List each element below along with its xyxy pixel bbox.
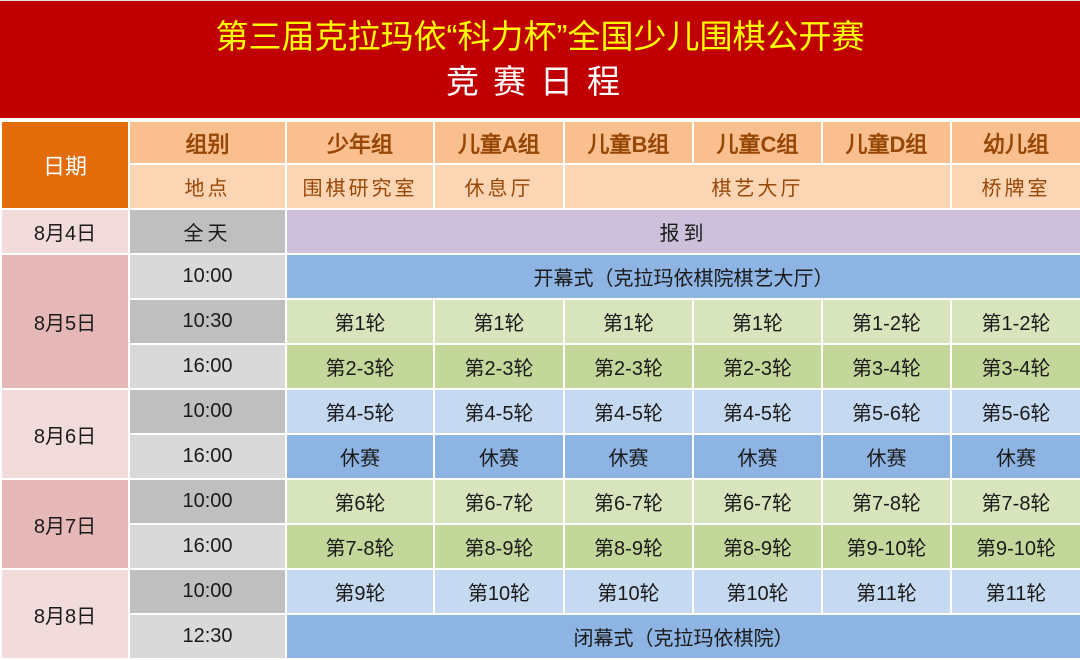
group-header: 少年组 <box>285 120 435 165</box>
event-cell: 第2-3轮 <box>285 343 435 390</box>
location-label: 地点 <box>128 163 287 210</box>
time-cell: 12:30 <box>128 613 287 660</box>
event-cell: 休赛 <box>433 433 565 480</box>
location-header: 休息厅 <box>433 163 565 210</box>
location-header: 围棋研究室 <box>285 163 435 210</box>
group-header: 儿童D组 <box>821 120 952 165</box>
group-header: 儿童A组 <box>433 120 565 165</box>
event-cell: 第7-8轮 <box>821 478 952 525</box>
time-cell: 10:00 <box>128 568 287 615</box>
event-cell: 第2-3轮 <box>563 343 694 390</box>
schedule-row: 16:00 第7-8轮 第8-9轮 第8-9轮 第8-9轮 第9-10轮 第9-10轮 <box>1 523 1080 570</box>
schedule-table: 日期 组别 少年组 儿童A组 儿童B组 儿童C组 儿童D组 幼儿组 地点 围棋研究室 休息厅… <box>0 120 1080 660</box>
event-cell: 第2-3轮 <box>692 343 823 390</box>
schedule-row: 8月6日 10:00 第4-5轮 第4-5轮 第4-5轮 第4-5轮 第5-6轮 第5-6轮 <box>0 388 1080 480</box>
event-cell: 第9轮 <box>285 568 435 615</box>
event-cell: 第6-7轮 <box>692 478 823 525</box>
event-cell: 第1轮 <box>692 298 823 345</box>
group-header: 儿童C组 <box>692 120 823 165</box>
event-cell: 休赛 <box>285 433 435 480</box>
group-header-row: 日期 组别 少年组 儿童A组 儿童B组 儿童C组 儿童D组 幼儿组 <box>0 120 1080 210</box>
event-cell: 第10轮 <box>433 568 565 615</box>
schedule-row: 8月8日 10:00 第9轮 第10轮 第10轮 第10轮 第11轮 第11轮 <box>0 568 1080 660</box>
event-cell: 第4-5轮 <box>285 388 435 435</box>
event-cell: 第9-10轮 <box>821 523 952 570</box>
time-cell: 16:00 <box>128 523 287 570</box>
event-cell: 第10轮 <box>563 568 694 615</box>
time-cell: 全天 <box>128 208 287 255</box>
event-cell: 第3-4轮 <box>950 343 1080 390</box>
event-cell: 第6-7轮 <box>433 478 565 525</box>
time-cell: 10:00 <box>128 478 287 525</box>
schedule-row: 8月4日 全天 报到 <box>0 208 1080 255</box>
date-cell: 8月5日 <box>0 253 130 390</box>
event-cell: 报到 <box>285 208 1080 255</box>
date-header: 日期 <box>0 120 130 210</box>
date-cell: 8月4日 <box>0 208 130 255</box>
event-cell: 第6轮 <box>285 478 435 525</box>
event-cell: 休赛 <box>692 433 823 480</box>
event-cell: 第1轮 <box>285 298 435 345</box>
event-cell: 第4-5轮 <box>692 388 823 435</box>
event-cell: 第8-9轮 <box>692 523 823 570</box>
event-cell: 休赛 <box>821 433 952 480</box>
location-header-row: 地点 围棋研究室 休息厅 棋艺大厅 桥牌室 <box>1 163 1080 210</box>
date-cell: 8月7日 <box>0 478 130 570</box>
schedule-title: 竞赛日程 <box>446 63 634 100</box>
time-cell: 10:00 <box>128 253 287 300</box>
group-label: 组别 <box>128 120 287 165</box>
schedule-row: 16:00 休赛 休赛 休赛 休赛 休赛 休赛 <box>1 433 1080 480</box>
date-cell: 8月6日 <box>0 388 130 480</box>
group-header: 幼儿组 <box>950 120 1080 165</box>
location-header: 桥牌室 <box>950 163 1080 210</box>
schedule-row: 16:00 第2-3轮 第2-3轮 第2-3轮 第2-3轮 第3-4轮 第3-4轮 <box>1 343 1080 390</box>
event-cell: 休赛 <box>563 433 694 480</box>
event-cell: 第11轮 <box>950 568 1080 615</box>
event-cell: 第10轮 <box>692 568 823 615</box>
event-cell: 第5-6轮 <box>821 388 952 435</box>
time-cell: 16:00 <box>128 343 287 390</box>
schedule-row: 10:30 第1轮 第1轮 第1轮 第1轮 第1-2轮 第1-2轮 <box>1 298 1080 345</box>
event-cell: 第1轮 <box>433 298 565 345</box>
event-cell: 第4-5轮 <box>563 388 694 435</box>
event-cell: 第7-8轮 <box>950 478 1080 525</box>
event-cell: 休赛 <box>950 433 1080 480</box>
event-cell: 第1轮 <box>563 298 694 345</box>
event-title: 第三届克拉玛依“科力杯”全国少儿围棋公开赛 <box>215 18 865 55</box>
event-cell: 第8-9轮 <box>563 523 694 570</box>
event-cell: 第9-10轮 <box>950 523 1080 570</box>
group-header: 儿童B组 <box>563 120 694 165</box>
event-cell: 开幕式（克拉玛依棋院棋艺大厅） <box>285 253 1080 300</box>
schedule-row: 8月7日 10:00 第6轮 第6-7轮 第6-7轮 第6-7轮 第7-8轮 第7-8轮 <box>0 478 1080 570</box>
date-cell: 8月8日 <box>0 568 130 660</box>
event-cell: 第8-9轮 <box>433 523 565 570</box>
location-header: 棋艺大厅 <box>563 163 952 210</box>
event-cell: 第6-7轮 <box>563 478 694 525</box>
event-cell: 第1-2轮 <box>821 298 952 345</box>
event-cell: 第3-4轮 <box>821 343 952 390</box>
time-cell: 10:30 <box>128 298 287 345</box>
event-cell: 第4-5轮 <box>433 388 565 435</box>
schedule-row: 12:30 闭幕式（克拉玛依棋院） <box>1 613 1080 660</box>
time-cell: 16:00 <box>128 433 287 480</box>
event-cell: 闭幕式（克拉玛依棋院） <box>285 613 1080 660</box>
schedule-row: 8月5日 10:00 开幕式（克拉玛依棋院棋艺大厅） <box>0 253 1080 390</box>
event-cell: 第2-3轮 <box>433 343 565 390</box>
event-cell: 第5-6轮 <box>950 388 1080 435</box>
time-cell: 10:00 <box>128 388 287 435</box>
title-banner: 第三届克拉玛依“科力杯”全国少儿围棋公开赛 竞赛日程 <box>0 0 1080 118</box>
event-cell: 第1-2轮 <box>950 298 1080 345</box>
event-cell: 第11轮 <box>821 568 952 615</box>
event-cell: 第7-8轮 <box>285 523 435 570</box>
